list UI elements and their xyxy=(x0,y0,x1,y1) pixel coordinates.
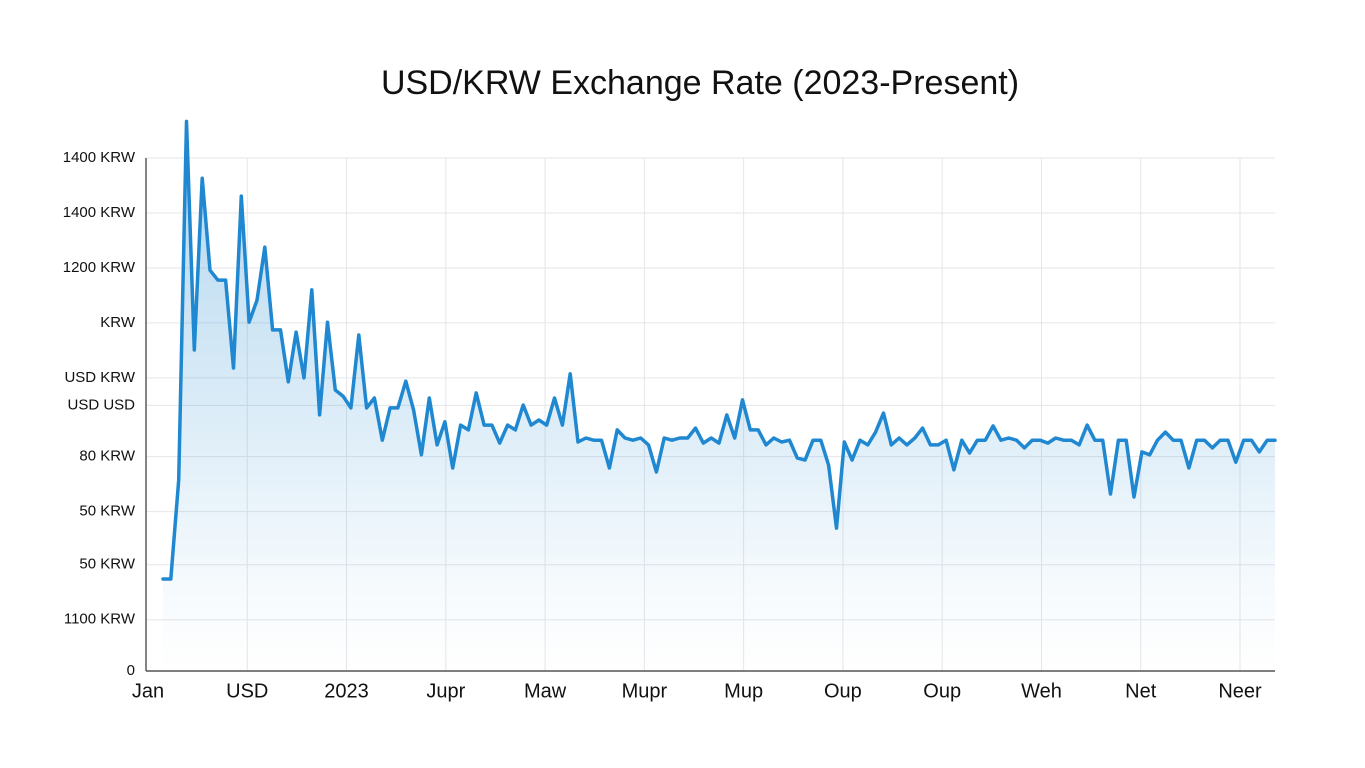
y-tick-label: 1100 KRW xyxy=(64,611,136,628)
x-tick-label: Net xyxy=(1125,680,1157,702)
y-tick-label: 1200 KRW xyxy=(63,259,136,276)
x-tick-label: Neer xyxy=(1218,680,1262,702)
x-tick-label: Jupr xyxy=(426,680,465,702)
y-tick-label: 80 KRW xyxy=(79,448,135,465)
y-tick-label: 1400 KRW xyxy=(63,149,136,166)
x-tick-label: Mupr xyxy=(622,680,668,702)
x-tick-label: Maw xyxy=(524,680,567,702)
area xyxy=(163,121,1275,671)
x-tick-label: Mup xyxy=(724,680,763,702)
y-tick-label: 50 KRW xyxy=(79,503,135,520)
x-tick-label: Oup xyxy=(923,680,961,702)
chart-title: USD/KRW Exchange Rate (2023-Present) xyxy=(381,64,1019,102)
x-tick-label: Oup xyxy=(824,680,862,702)
x-tick-label: Weh xyxy=(1021,680,1062,702)
y-tick-label: 50 KRW xyxy=(79,556,135,573)
y-tick-label: KRW xyxy=(100,314,136,331)
y-tick-label: USD KRW xyxy=(64,369,135,386)
y-tick-label: USD USD xyxy=(67,396,135,413)
y-tick-label: 0 xyxy=(127,662,135,679)
x-tick-label: 2023 xyxy=(324,680,369,702)
x-tick-label: USD xyxy=(226,680,268,702)
y-tick-label: 1400 KRW xyxy=(63,204,136,221)
line xyxy=(161,119,1277,581)
x-tick-label: Jan xyxy=(132,680,164,702)
